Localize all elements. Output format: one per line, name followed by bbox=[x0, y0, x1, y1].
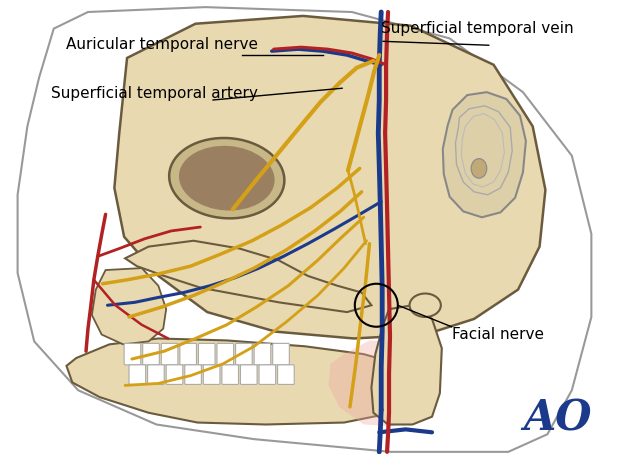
FancyBboxPatch shape bbox=[278, 365, 294, 385]
FancyBboxPatch shape bbox=[166, 365, 183, 385]
FancyBboxPatch shape bbox=[180, 344, 197, 365]
FancyBboxPatch shape bbox=[273, 344, 290, 365]
FancyBboxPatch shape bbox=[236, 344, 252, 365]
FancyBboxPatch shape bbox=[198, 344, 215, 365]
Text: AO: AO bbox=[523, 397, 591, 438]
Text: Superficial temporal artery: Superficial temporal artery bbox=[51, 86, 258, 101]
FancyBboxPatch shape bbox=[148, 365, 164, 385]
FancyBboxPatch shape bbox=[222, 365, 239, 385]
FancyBboxPatch shape bbox=[259, 365, 276, 385]
FancyBboxPatch shape bbox=[217, 344, 234, 365]
FancyBboxPatch shape bbox=[129, 365, 146, 385]
Ellipse shape bbox=[471, 159, 487, 179]
Ellipse shape bbox=[169, 139, 285, 219]
FancyBboxPatch shape bbox=[185, 365, 202, 385]
Polygon shape bbox=[443, 93, 526, 218]
Ellipse shape bbox=[410, 294, 441, 317]
Ellipse shape bbox=[179, 146, 275, 211]
Text: Superficial temporal vein: Superficial temporal vein bbox=[381, 21, 574, 35]
Polygon shape bbox=[92, 269, 166, 345]
Text: Auricular temporal nerve: Auricular temporal nerve bbox=[66, 37, 259, 52]
Polygon shape bbox=[329, 341, 438, 426]
FancyBboxPatch shape bbox=[203, 365, 220, 385]
Text: Facial nerve: Facial nerve bbox=[451, 327, 544, 342]
FancyBboxPatch shape bbox=[124, 344, 141, 365]
Polygon shape bbox=[66, 339, 422, 425]
Polygon shape bbox=[125, 241, 371, 313]
FancyBboxPatch shape bbox=[254, 344, 271, 365]
Polygon shape bbox=[114, 17, 546, 339]
FancyBboxPatch shape bbox=[241, 365, 257, 385]
Polygon shape bbox=[17, 8, 591, 452]
FancyBboxPatch shape bbox=[161, 344, 178, 365]
FancyBboxPatch shape bbox=[143, 344, 159, 365]
Polygon shape bbox=[371, 306, 442, 425]
